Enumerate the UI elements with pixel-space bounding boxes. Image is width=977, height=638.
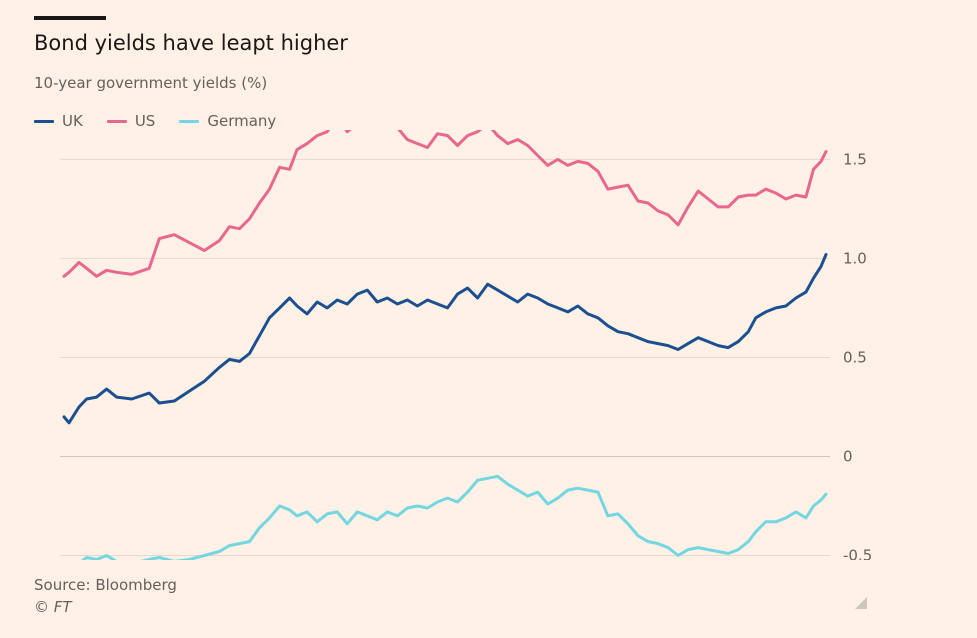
- legend-label-germany: Germany: [207, 112, 277, 130]
- series-line-germany: [80, 474, 828, 560]
- y-tick-label: -0.5: [843, 546, 872, 560]
- legend-label-us: US: [134, 112, 156, 130]
- source-note: Source: Bloomberg: [34, 576, 177, 594]
- legend-item-germany: Germany: [179, 112, 276, 130]
- copyright-note: © FT: [34, 598, 72, 616]
- y-tick-label: 1.0: [843, 249, 867, 267]
- line-chart: 1.51.00.50-0.5Dec 20Feb 21Mar 21Apr 21Ma…: [60, 130, 872, 560]
- series-line-uk: [62, 253, 828, 425]
- y-tick-label: 0.5: [843, 348, 867, 366]
- legend-item-us: US: [106, 112, 156, 130]
- legend-label-uk: UK: [62, 112, 83, 130]
- chart-subtitle: 10-year government yields (%): [34, 74, 268, 92]
- legend-swatch-germany: [179, 119, 200, 123]
- chart-title: Bond yields have leapt higher: [34, 31, 348, 55]
- y-tick-label: 1.5: [843, 150, 867, 168]
- chart-legend: UK US Germany: [34, 112, 300, 130]
- series-line-us: [62, 130, 828, 278]
- legend-swatch-uk: [34, 119, 54, 123]
- ft-top-rule: [34, 16, 106, 20]
- resize-corner-icon: [855, 597, 867, 609]
- legend-item-uk: UK: [34, 112, 83, 130]
- y-tick-label: 0: [843, 447, 853, 465]
- legend-swatch-us: [106, 119, 127, 123]
